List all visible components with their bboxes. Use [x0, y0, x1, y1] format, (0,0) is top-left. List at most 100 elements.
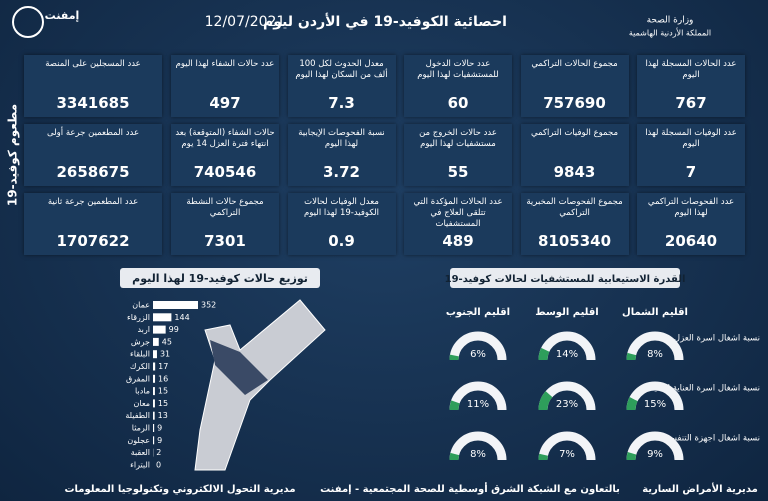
stat-label: عدد الوفيات المسجلة لهذا اليوم	[645, 128, 737, 149]
stat-label: مجموع حالات النشطة التراكمي	[186, 197, 264, 218]
bar	[153, 399, 155, 408]
gauge-track	[538, 431, 596, 461]
capacity-title: القدرة الاستيعابية للمستشفيات لحالات كوف…	[445, 274, 686, 285]
value-label: 0	[156, 460, 161, 469]
gauge-value	[626, 352, 637, 361]
category-label: معان	[134, 399, 150, 408]
gauge-value	[538, 347, 550, 361]
footer-left: مديرية التحول الالكتروني وتكنولوجيا المع…	[64, 484, 295, 495]
vaccine-title: مطعوم كوفيد-19	[6, 104, 21, 206]
stat-card: معدل الحدوث لكل 100 ألف من السكان لهذا ا…	[287, 55, 396, 117]
stat-card: عدد الحالات المسجلة لهذا اليوم 767	[637, 55, 745, 117]
bar	[153, 313, 172, 322]
stat-card: عدد المطعمين جرعة ثانية 1707622	[24, 193, 162, 255]
gauge-label: 15%	[644, 399, 666, 410]
stat-value: 3341685	[56, 94, 130, 112]
bar	[153, 387, 155, 396]
value-label: 17	[158, 362, 168, 371]
gauge-value	[449, 452, 460, 461]
value-label: 9	[157, 424, 162, 433]
stat-label: عدد الحالات المسجلة لهذا اليوم	[645, 59, 737, 80]
stat-label: عدد الفحوصات التراكمي لهذا اليوم	[647, 197, 735, 218]
stat-card: عدد حالات الدخول للمستشفيات لهذا اليوم 60	[404, 55, 512, 117]
gauge-value	[626, 397, 638, 411]
category-label: الطفيلة	[125, 411, 150, 420]
stat-value: 489	[442, 232, 474, 250]
value-label: 9	[157, 436, 162, 445]
stat-label: عدد المطعمين جرعة ثانية	[47, 197, 139, 207]
value-label: 16	[158, 374, 168, 383]
category-label: جرش	[131, 337, 150, 346]
category-label: البتراء	[130, 460, 150, 469]
category-label: البلقاء	[130, 350, 150, 359]
stat-label: عدد حالات الدخول للمستشفيات لهذا اليوم	[417, 59, 499, 80]
stat-value: 20640	[664, 232, 718, 250]
gauge-label: 8%	[470, 449, 486, 460]
stat-value: 1707622	[56, 232, 130, 250]
gauge-label: 9%	[647, 449, 663, 460]
title: احصائية الكوفيد-19 في الأردن ليوم	[263, 13, 507, 30]
stat-label: عدد حالات الشفاء لهذا اليوم	[175, 59, 275, 69]
category-label: اربد	[137, 325, 150, 334]
gauge-value	[626, 452, 637, 461]
stat-label: مجموع الحالات التراكمي	[531, 59, 618, 69]
stat-value: 757690	[543, 94, 606, 112]
gauge-track	[626, 331, 684, 361]
stat-value: 7	[685, 163, 697, 181]
region-label: اقليم الوسط	[535, 307, 598, 318]
stat-label: مجموع الوفيات التراكمي	[531, 128, 618, 138]
bar	[153, 436, 155, 445]
stat-value: 55	[447, 163, 469, 181]
gauge-track	[449, 431, 507, 461]
value-label: 144	[174, 313, 189, 322]
stat-value: 2658675	[56, 163, 130, 181]
gauge-track	[626, 431, 684, 461]
stat-value: 8105340	[537, 232, 612, 250]
gauge-label: 14%	[556, 349, 578, 360]
bar	[153, 337, 159, 346]
stat-card: حالات الشفاء (المتوقعة) بعد انتهاء فترة …	[171, 124, 279, 186]
bar	[153, 362, 156, 371]
gauge-label: 6%	[470, 349, 486, 360]
stat-label: معدل الوفيات لحالات الكوفيد-19 لهذا اليو…	[304, 197, 379, 218]
footer-right: مديرية الأمراض السارية	[642, 482, 758, 495]
stat-card: مجموع الحالات التراكمي 757690	[520, 55, 629, 117]
category-label: مادبا	[135, 387, 150, 396]
stat-card: عدد حالات الخروج من مستشفيات لهذا اليوم 5…	[404, 124, 512, 186]
bar	[153, 301, 198, 309]
value-label: 15	[158, 399, 168, 408]
stat-value: 767	[675, 94, 707, 112]
stat-label: عدد المطعمين جرعة أولى	[46, 128, 140, 138]
distribution-title: توزيع حالات كوفيد-19 لهذا اليوم	[132, 272, 308, 285]
stat-value: 3.72	[322, 163, 360, 181]
stat-label: عدد حالات الخروج من مستشفيات لهذا اليوم	[419, 128, 497, 149]
stat-card: مجموع الفحوصات المخبرية التراكمي 8105340	[520, 193, 629, 255]
bar	[153, 424, 155, 432]
row-label: نسبة اشغال اجهزة التنفس	[667, 434, 760, 444]
value-label: 31	[160, 350, 170, 359]
region-label: اقليم الجنوب	[446, 307, 510, 318]
stat-label: معدل الحدوث لكل 100 ألف من السكان لهذا ا…	[295, 59, 388, 80]
bar	[153, 411, 155, 420]
stat-card: نسبة الفحوصات الإيجابية لهذا اليوم 3.72	[287, 124, 396, 186]
capacity-title-box	[450, 268, 680, 288]
category-label: المفرق	[126, 374, 150, 383]
logo-text: إمفنت	[45, 9, 80, 22]
logo-globe	[12, 6, 44, 38]
value-label: 2	[156, 448, 161, 457]
value-label: 352	[201, 301, 216, 310]
stat-value: 740546	[193, 163, 257, 181]
gauge-track	[449, 381, 507, 411]
value-label: 45	[162, 337, 172, 346]
stat-value: 0.9	[328, 232, 355, 250]
gauge-label: 11%	[467, 399, 489, 410]
row-label: نسبة اشغال اسرة العزل	[674, 334, 760, 344]
value-label: 13	[158, 411, 168, 420]
map-highlight	[210, 340, 268, 395]
category-label: العقبة	[131, 448, 150, 457]
row-label: نسبة اشغال اسرة العناية الحثيثة	[647, 384, 760, 394]
stat-label: حالات الشفاء (المتوقعة) بعد انتهاء فترة …	[175, 128, 275, 149]
gauge-value	[538, 391, 553, 411]
